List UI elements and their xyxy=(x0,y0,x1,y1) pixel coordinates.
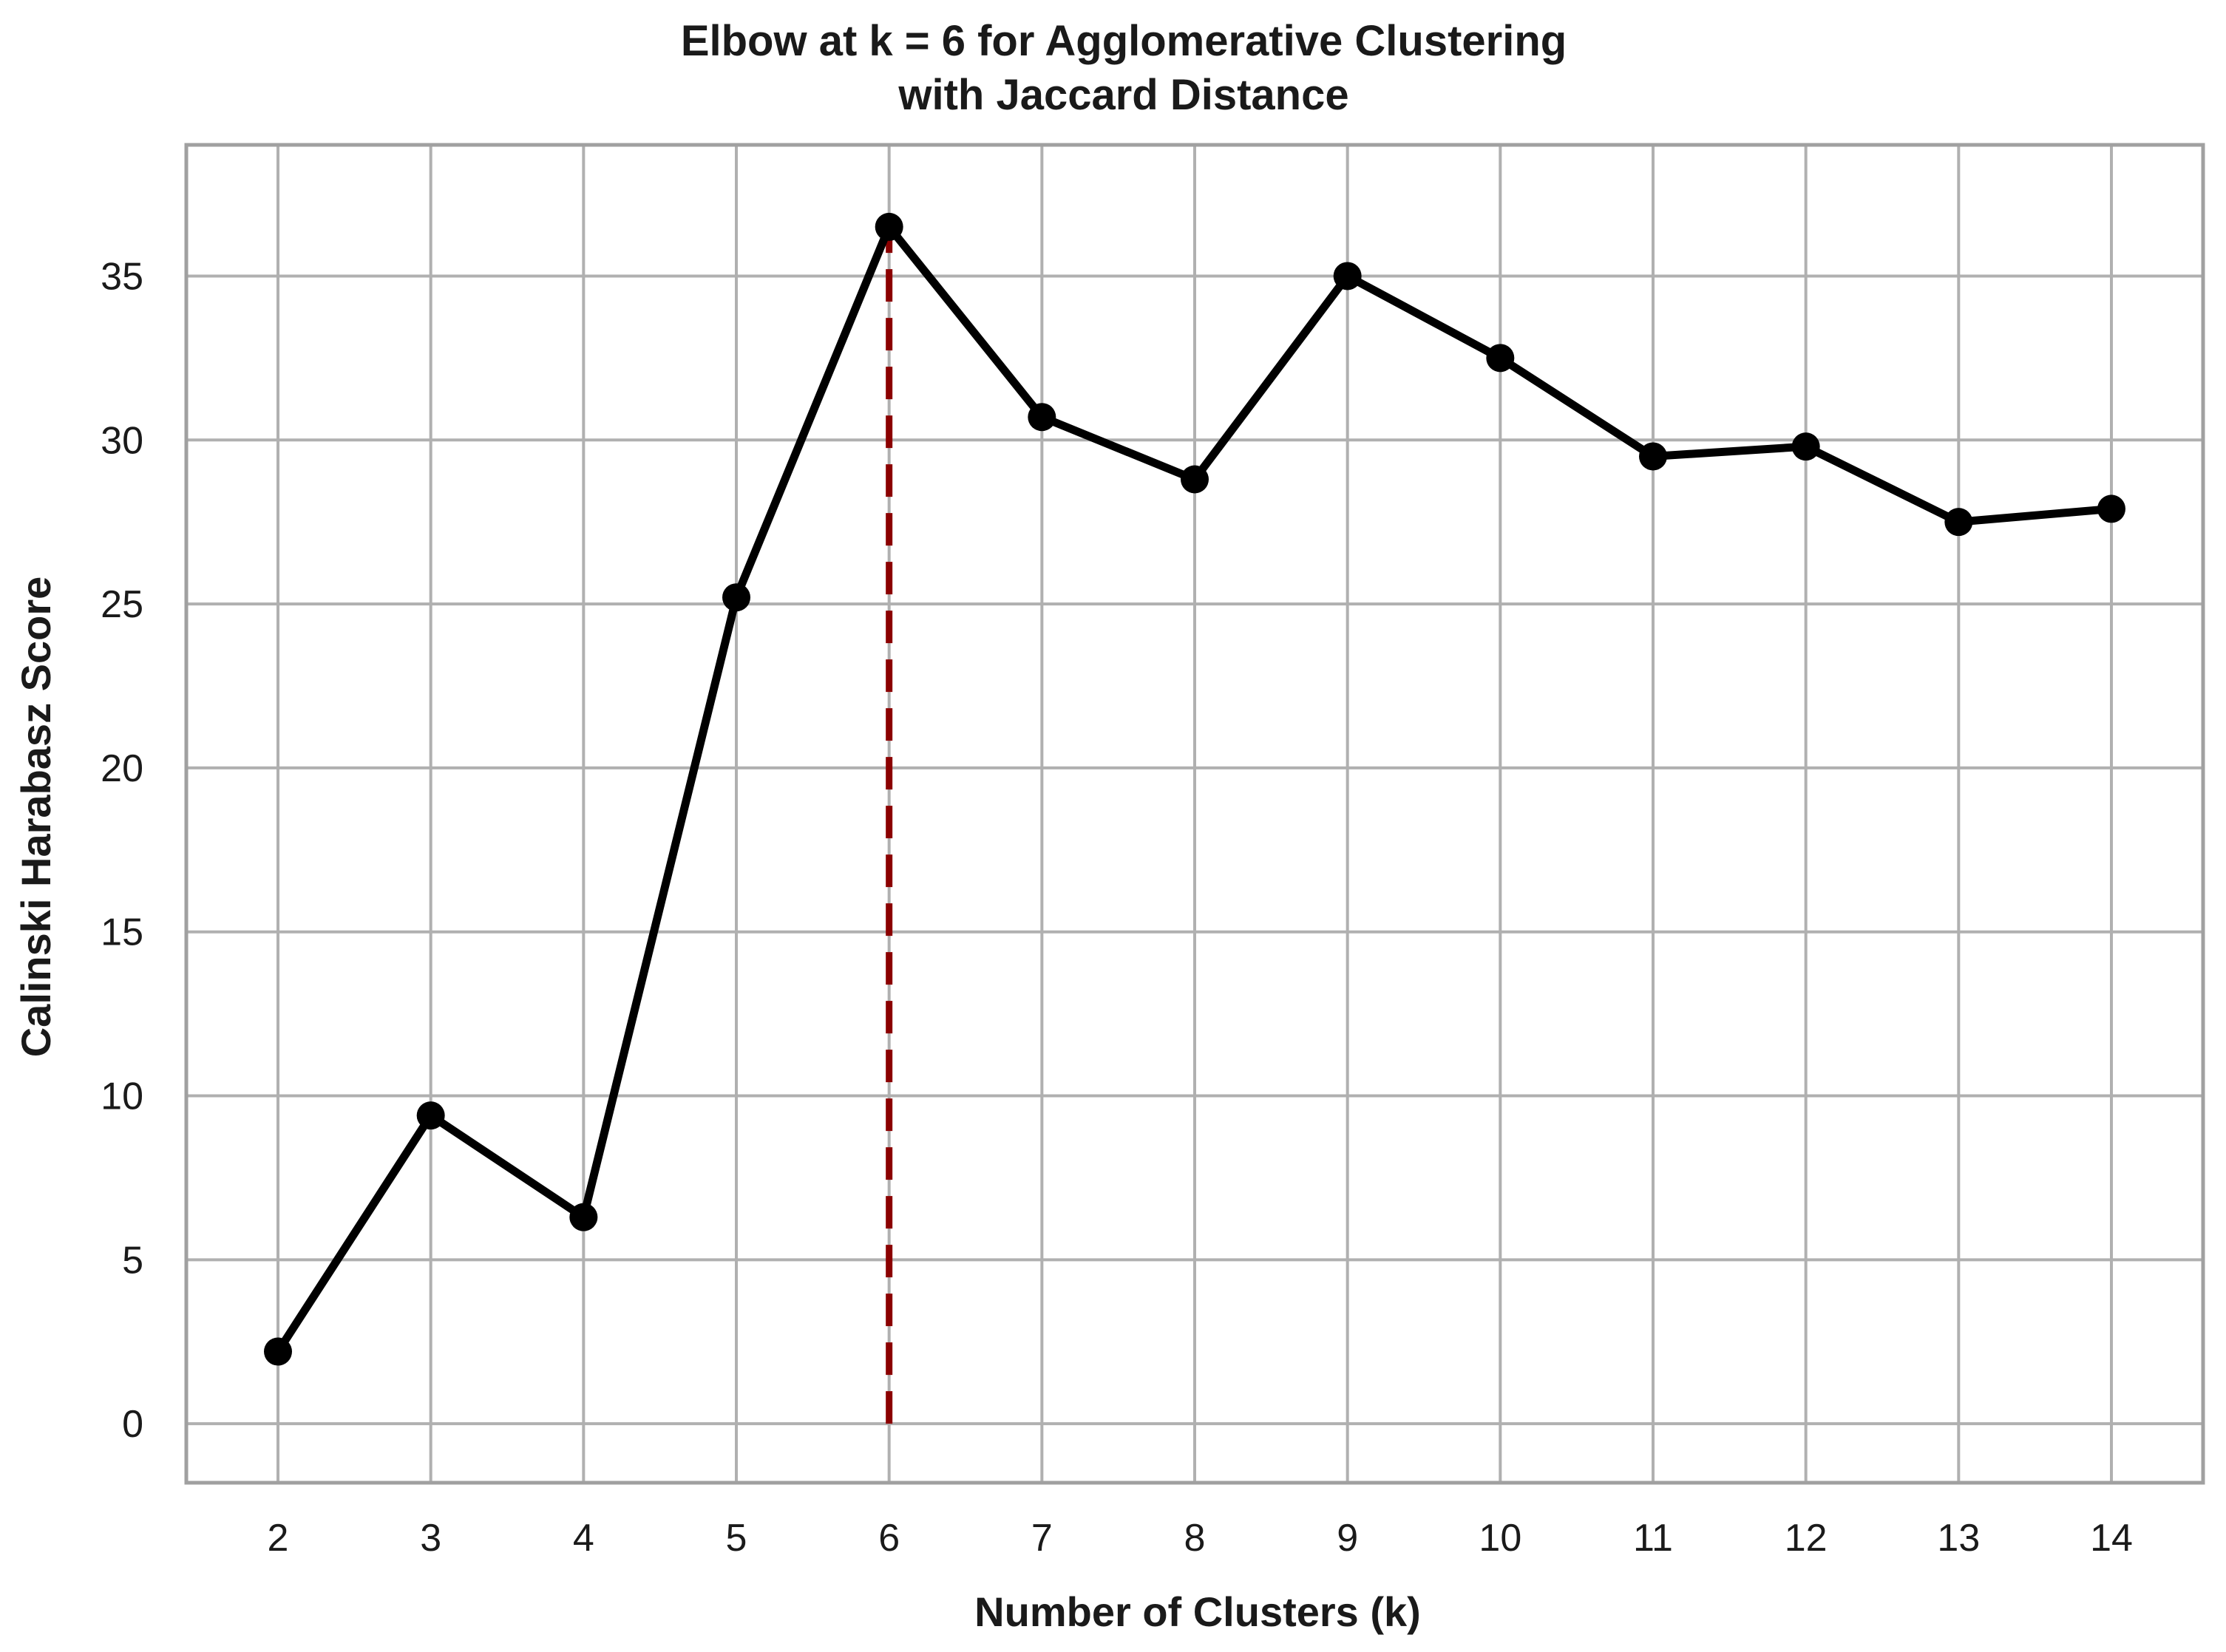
x-tick-label-4: 4 xyxy=(573,1517,594,1560)
y-tick-label-30: 30 xyxy=(101,419,143,462)
x-tick-label-13: 13 xyxy=(1937,1517,1980,1560)
x-tick-label-8: 8 xyxy=(1184,1517,1206,1560)
y-tick-label-0: 0 xyxy=(122,1403,143,1446)
y-tick-label-25: 25 xyxy=(101,583,143,626)
x-tick-label-9: 9 xyxy=(1337,1517,1358,1560)
data-point-k-13 xyxy=(1944,508,1973,537)
data-point-k-3 xyxy=(416,1101,445,1130)
plot-border xyxy=(184,143,2205,1485)
data-point-k-4 xyxy=(569,1203,598,1231)
y-tick-label-10: 10 xyxy=(101,1075,143,1118)
x-tick-label-10: 10 xyxy=(1479,1517,1521,1560)
y-tick-label-35: 35 xyxy=(101,255,143,298)
chart-title-line-2: with Jaccard Distance xyxy=(897,71,1348,119)
data-point-k-14 xyxy=(2097,494,2125,523)
chart-title-line-1: Elbow at k = 6 for Agglomerative Cluster… xyxy=(681,17,1567,65)
x-tick-label-5: 5 xyxy=(726,1517,747,1560)
x-tick-label-12: 12 xyxy=(1785,1517,1828,1560)
y-tick-label-15: 15 xyxy=(101,911,143,954)
data-point-k-7 xyxy=(1028,403,1056,432)
y-tick-label-20: 20 xyxy=(101,747,143,790)
x-tick-label-6: 6 xyxy=(878,1517,900,1560)
data-point-k-5 xyxy=(722,583,750,612)
data-point-k-8 xyxy=(1181,465,1209,494)
x-tick-label-14: 14 xyxy=(2090,1517,2133,1560)
x-tick-label-2: 2 xyxy=(268,1517,289,1560)
series-layer xyxy=(264,212,2125,1366)
data-point-k-12 xyxy=(1791,432,1820,461)
grid-lines xyxy=(186,145,2203,1483)
x-axis-label: Number of Clusters (k) xyxy=(974,1588,1421,1635)
data-point-k-6 xyxy=(875,212,903,241)
x-tick-label-11: 11 xyxy=(1633,1517,1673,1560)
data-point-k-11 xyxy=(1639,442,1667,471)
y-axis-label: Calinski Harabasz Score xyxy=(13,577,59,1058)
y-tick-label-5: 5 xyxy=(122,1239,143,1282)
data-point-k-9 xyxy=(1333,262,1362,290)
plot-frame xyxy=(184,143,2205,1485)
x-tick-label-7: 7 xyxy=(1031,1517,1053,1560)
tick-labels: 2 3 4 5 6 7 8 9 10 11 12 13 14 0 5 10 15 20 25 30 35 xyxy=(101,255,2133,1560)
data-point-k-10 xyxy=(1486,344,1515,373)
data-point-k-2 xyxy=(264,1337,292,1366)
x-tick-label-3: 3 xyxy=(420,1517,441,1560)
